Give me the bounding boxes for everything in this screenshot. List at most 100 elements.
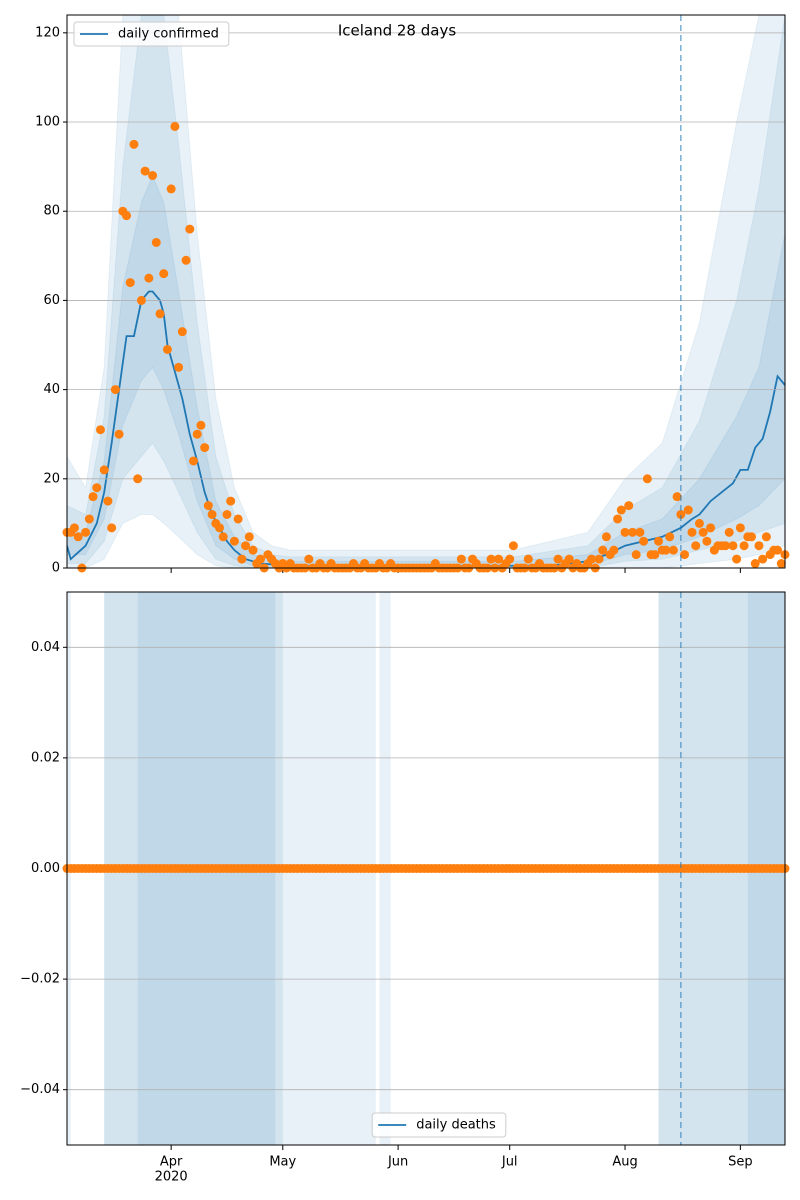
data-point xyxy=(639,536,649,546)
data-point xyxy=(694,518,704,528)
data-point xyxy=(631,550,641,560)
data-point xyxy=(110,385,120,395)
x-tick-label: Aug xyxy=(612,1155,637,1170)
data-point xyxy=(200,443,210,453)
data-point xyxy=(523,554,533,564)
data-point xyxy=(218,532,228,542)
data-point xyxy=(672,492,682,502)
data-point xyxy=(162,344,172,354)
data-point xyxy=(728,541,738,551)
data-point xyxy=(624,501,634,511)
data-point xyxy=(84,514,94,524)
data-point xyxy=(698,527,708,537)
y-tick-label: 0 xyxy=(52,561,60,576)
data-point xyxy=(114,429,124,439)
legend: daily confirmed xyxy=(73,21,230,47)
data-point xyxy=(654,536,664,546)
data-point xyxy=(494,554,504,564)
data-point xyxy=(188,456,198,466)
data-point xyxy=(609,545,619,555)
legend-box xyxy=(73,21,230,47)
data-point xyxy=(107,523,117,533)
data-point xyxy=(136,295,146,305)
y-tick-label: 80 xyxy=(43,204,60,219)
legend-label: daily deaths xyxy=(416,1118,496,1133)
data-point xyxy=(73,532,83,542)
data-point xyxy=(170,121,180,131)
y-tick-label: 60 xyxy=(43,293,60,308)
data-point xyxy=(185,224,195,234)
data-point xyxy=(159,269,169,279)
data-point xyxy=(122,211,132,221)
x-tick-label: Jul xyxy=(501,1155,518,1170)
data-point xyxy=(724,527,734,537)
data-point xyxy=(255,554,265,564)
data-point xyxy=(739,541,749,551)
data-point xyxy=(706,523,716,533)
data-point xyxy=(207,509,217,519)
y-tick-label: 100 xyxy=(35,115,60,130)
data-point xyxy=(758,554,768,564)
data-point xyxy=(192,429,202,439)
data-point xyxy=(650,550,660,560)
data-point xyxy=(125,278,135,288)
data-point xyxy=(304,554,314,564)
data-point xyxy=(665,532,675,542)
data-point xyxy=(720,541,730,551)
data-point xyxy=(140,166,150,176)
data-point xyxy=(702,536,712,546)
data-point xyxy=(237,554,247,564)
data-point xyxy=(92,483,102,493)
y-tick-label: 120 xyxy=(35,25,60,40)
data-point xyxy=(754,541,764,551)
data-point xyxy=(151,237,161,247)
data-point xyxy=(144,273,154,283)
data-point xyxy=(229,536,239,546)
data-point xyxy=(691,541,701,551)
data-point xyxy=(635,527,645,537)
data-point xyxy=(155,309,165,319)
legend: daily deaths xyxy=(371,1112,507,1138)
data-point xyxy=(81,527,91,537)
data-point xyxy=(773,545,783,555)
data-point xyxy=(687,527,697,537)
data-point xyxy=(177,327,187,337)
data-point xyxy=(233,514,243,524)
data-point xyxy=(776,559,786,569)
data-point xyxy=(613,514,623,524)
data-point xyxy=(505,554,515,564)
data-point xyxy=(248,545,258,555)
data-point xyxy=(616,505,626,515)
uncertainty-band xyxy=(67,15,785,568)
data-point xyxy=(166,184,176,194)
y-tick-label: 20 xyxy=(43,471,60,486)
y-tick-label: 40 xyxy=(43,382,60,397)
data-point xyxy=(103,496,113,506)
data-point xyxy=(761,532,771,542)
data-point xyxy=(620,527,630,537)
data-point xyxy=(676,509,686,519)
y-tick-label: 0.04 xyxy=(31,640,60,655)
y-tick-label: −0.04 xyxy=(20,1082,60,1097)
data-point xyxy=(594,554,604,564)
data-point xyxy=(680,550,690,560)
legend-label: daily confirmed xyxy=(118,27,219,42)
data-point xyxy=(587,554,597,564)
x-tick-label: Jun xyxy=(387,1155,408,1170)
data-point xyxy=(553,554,563,564)
data-point xyxy=(564,554,574,564)
data-point xyxy=(241,541,251,551)
data-point xyxy=(196,420,206,430)
data-point xyxy=(129,139,139,149)
data-point xyxy=(148,171,158,181)
data-point xyxy=(215,523,225,533)
data-point xyxy=(732,554,742,564)
y-tick-label: 0.02 xyxy=(31,750,60,765)
data-point xyxy=(456,554,466,564)
data-point xyxy=(642,474,652,484)
uncertainty-band xyxy=(67,15,785,568)
y-tick-label: −0.02 xyxy=(20,972,60,987)
data-point xyxy=(244,532,254,542)
